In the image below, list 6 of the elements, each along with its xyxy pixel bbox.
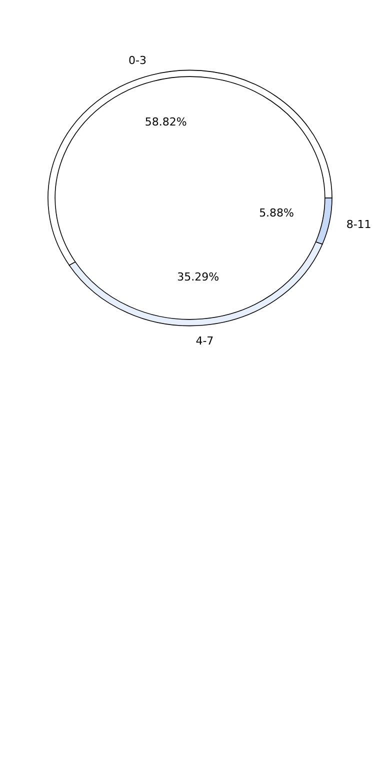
slice-label: 8-11 [346, 218, 372, 232]
slice-label: 4-7 [196, 334, 214, 348]
data-label: 35.29% [177, 270, 220, 284]
data-label: 5.88% [259, 206, 294, 220]
slice-label: 0-3 [128, 54, 146, 68]
data-label: 58.82% [144, 116, 187, 129]
